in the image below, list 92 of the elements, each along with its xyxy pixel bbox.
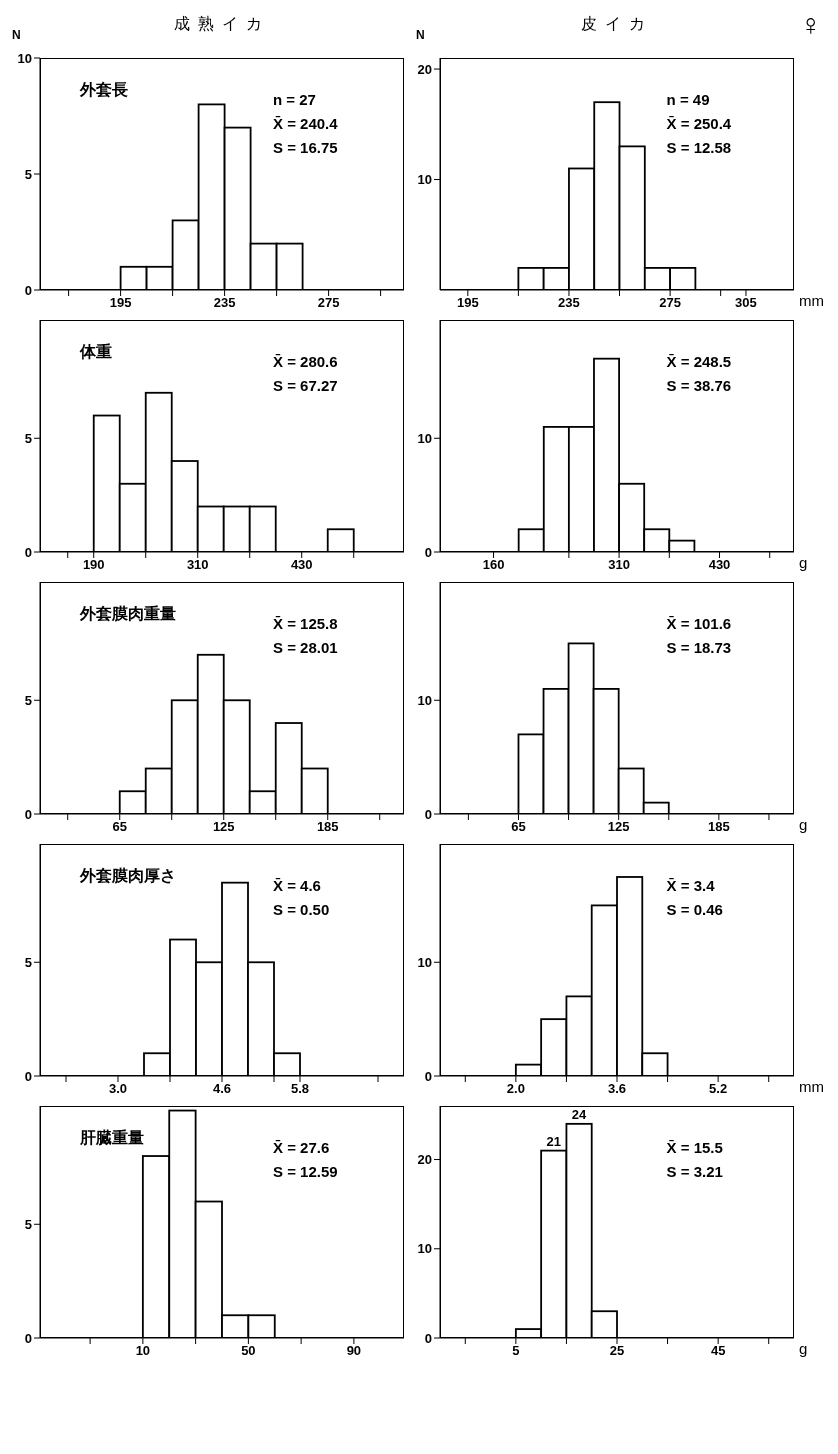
chart-title: 成熟イカ — [174, 15, 270, 32]
x-tick-label: 65 — [511, 819, 526, 835]
y-tick-label: 10 — [417, 1241, 432, 1257]
x-tick-label: 125 — [212, 819, 235, 835]
y-tick-label: 0 — [424, 544, 432, 560]
y-tick-label: 10 — [417, 172, 432, 188]
y-tick-label: 10 — [417, 692, 432, 708]
y-tick-label: 5 — [24, 166, 32, 182]
y-tick-label: 0 — [24, 544, 32, 560]
annotation: X̄ = 248.5 — [666, 353, 732, 370]
x-tick-label: 235 — [558, 295, 580, 311]
annotation: S = 67.27 — [272, 377, 338, 394]
x-tick-label: 310 — [608, 557, 630, 573]
y-tick-label: 5 — [24, 1216, 32, 1232]
x-tick-label: 195 — [109, 295, 132, 311]
x-tick-label: 430 — [708, 557, 731, 573]
x-tick-label: 125 — [607, 819, 630, 835]
x-tick-label: 10 — [135, 1343, 151, 1359]
x-tick-label: 4.6 — [212, 1081, 232, 1097]
y-tick-label: 10 — [417, 430, 432, 446]
y-tick-label: 0 — [24, 282, 32, 298]
chart-title: 皮イカ — [581, 15, 653, 32]
y-tick-label: 20 — [417, 1152, 432, 1168]
chart-subtitle: ♀ — [799, 8, 822, 41]
y-tick-label: 10 — [17, 50, 32, 66]
y-tick-label: 5 — [24, 692, 32, 708]
annotation: X̄ = 27.6 — [272, 1139, 330, 1156]
annotation: X̄ = 15.5 — [666, 1139, 723, 1156]
y-tick-label: 0 — [424, 806, 432, 822]
x-tick-label: 3.6 — [607, 1081, 627, 1097]
annotation: n = 27 — [272, 91, 316, 108]
x-tick-label: 430 — [290, 557, 313, 573]
text: 肝臓重量 — [80, 1129, 144, 1146]
x-tick-label: 185 — [708, 819, 730, 835]
x-tick-label: 5.2 — [709, 1081, 728, 1097]
text: 体重 — [80, 343, 112, 360]
y-tick-label: 5 — [24, 954, 32, 970]
text: 外套長 — [80, 81, 128, 98]
x-tick-label: 195 — [456, 295, 479, 311]
x-tick-label: 275 — [659, 295, 681, 311]
annotation: S = 0.50 — [272, 901, 330, 918]
x-tick-label: 65 — [112, 819, 127, 835]
annotation: X̄ = 240.4 — [272, 115, 338, 132]
x-tick-label: 160 — [482, 557, 505, 573]
x-axis-title: mm — [799, 1078, 824, 1095]
y-tick-label: 0 — [424, 1068, 432, 1084]
x-tick-label: 25 — [609, 1343, 625, 1359]
y-axis-title: N — [12, 28, 21, 42]
annotation: X̄ = 3.4 — [666, 877, 715, 894]
annotation: X̄ = 250.4 — [666, 115, 732, 132]
y-tick-label: 0 — [24, 1068, 32, 1084]
annotation: S = 3.21 — [666, 1163, 723, 1180]
y-tick-label: 5 — [24, 430, 32, 446]
annotation: X̄ = 125.8 — [272, 615, 338, 632]
x-tick-label: 310 — [186, 557, 209, 573]
annotation: S = 0.46 — [666, 901, 723, 918]
x-tick-label: 185 — [316, 819, 339, 835]
annotation: X̄ = 280.6 — [272, 353, 338, 370]
y-tick-label: 20 — [417, 61, 432, 77]
y-tick-label: 0 — [24, 1330, 32, 1346]
annotation: S = 18.73 — [666, 639, 732, 656]
y-tick-label: 0 — [424, 1330, 432, 1346]
x-axis-title: g — [799, 1340, 808, 1357]
y-tick-label: 10 — [417, 954, 432, 970]
x-axis-title: g — [799, 816, 808, 833]
data-label: 24 — [571, 1106, 587, 1122]
annotation: S = 38.76 — [666, 377, 732, 394]
data-label: 21 — [546, 1133, 561, 1149]
x-tick-label: 5 — [512, 1343, 520, 1359]
x-tick-label: 190 — [82, 557, 105, 573]
annotation: S = 12.58 — [666, 139, 732, 156]
x-tick-label: 2.0 — [506, 1081, 525, 1097]
annotation: S = 28.01 — [272, 639, 338, 656]
x-tick-label: 3.0 — [108, 1081, 128, 1097]
y-axis-title: N — [416, 28, 425, 42]
x-tick-label: 235 — [213, 295, 236, 311]
annotation: n = 49 — [666, 91, 710, 108]
annotation: S = 16.75 — [272, 139, 338, 156]
x-axis-title: g — [799, 554, 808, 571]
annotation: S = 12.59 — [272, 1163, 338, 1180]
x-axis-title: mm — [799, 292, 824, 309]
x-tick-label: 5.8 — [290, 1081, 310, 1097]
x-tick-label: 275 — [317, 295, 340, 311]
x-tick-label: 50 — [241, 1343, 256, 1359]
text: 外套膜肉重量 — [80, 605, 176, 622]
x-tick-label: 45 — [710, 1343, 726, 1359]
annotation: X̄ = 101.6 — [666, 615, 732, 632]
text: 外套膜肉厚さ — [80, 867, 176, 884]
annotation: X̄ = 4.6 — [272, 877, 321, 894]
x-tick-label: 90 — [346, 1343, 362, 1359]
x-tick-label: 305 — [735, 295, 757, 311]
y-tick-label: 0 — [24, 806, 32, 822]
